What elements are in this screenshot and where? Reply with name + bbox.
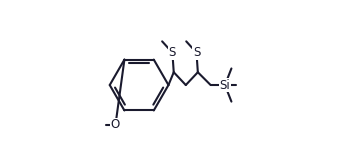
Text: S: S	[193, 46, 200, 59]
Text: S: S	[169, 46, 176, 59]
Text: O: O	[111, 118, 120, 131]
Text: Si: Si	[220, 79, 230, 92]
